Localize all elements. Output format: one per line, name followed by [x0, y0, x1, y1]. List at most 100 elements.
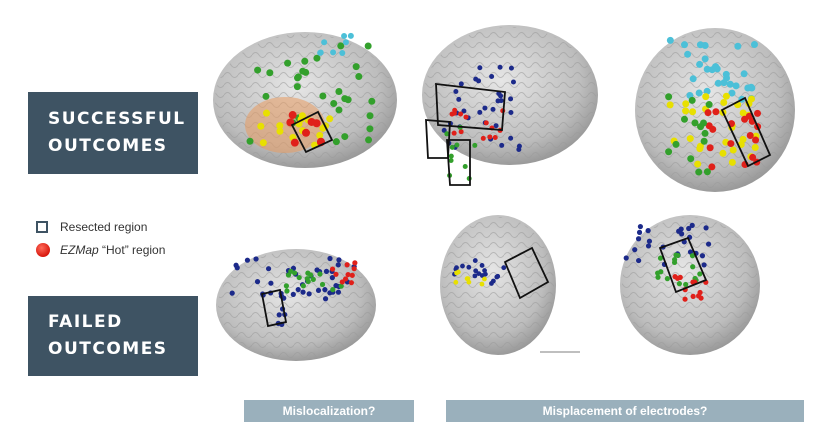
electrode-cyan — [703, 65, 711, 73]
electrode-blue — [482, 268, 487, 273]
electrode-blue — [508, 109, 514, 115]
electrode-green — [246, 137, 254, 145]
electrode-cyan — [744, 84, 752, 92]
electrode-green — [284, 59, 292, 67]
electrode-hot — [690, 293, 696, 299]
brain-failed-1-texture — [218, 251, 374, 359]
legend-hot-rest: “Hot” region — [98, 243, 166, 257]
electrode-cyan — [695, 89, 703, 97]
failed-line2: OUTCOMES — [48, 339, 168, 359]
resected-box-5 — [503, 246, 550, 300]
electrode-cyan — [720, 79, 728, 87]
electrode-blue — [678, 226, 684, 232]
electrode-hot — [333, 271, 339, 277]
electrode-blue — [489, 74, 495, 80]
electrode-green — [665, 93, 673, 101]
electrode-yellow — [263, 109, 271, 117]
electrode-green — [285, 272, 292, 278]
electrode-cyan — [666, 36, 674, 44]
electrode-blue — [646, 238, 653, 244]
electrode-green — [317, 271, 323, 277]
electrode-hot — [674, 275, 681, 281]
electrode-hot — [342, 276, 349, 282]
electrode-cyan — [734, 42, 742, 50]
electrode-yellow — [482, 276, 487, 282]
electrode-green — [330, 100, 338, 108]
electrode-green — [293, 83, 301, 91]
electrode-yellow — [682, 100, 690, 108]
electrode-yellow — [689, 108, 697, 116]
mislocalization-bar: Mislocalization? — [244, 400, 414, 422]
electrode-green — [319, 281, 326, 288]
resected-square-icon — [36, 221, 48, 233]
resected-box-2c — [446, 139, 471, 186]
electrode-yellow — [455, 269, 461, 275]
electrode-blue — [458, 81, 464, 87]
electrode-yellow — [686, 135, 694, 143]
electrode-green — [296, 274, 302, 281]
electrode-blue — [441, 127, 447, 133]
electrode-blue — [253, 256, 259, 262]
electrode-green — [448, 153, 454, 159]
electrode-blue — [300, 289, 306, 295]
electrode-green — [313, 54, 321, 62]
electrode-cyan — [712, 63, 720, 71]
electrode-blue — [322, 287, 328, 293]
resected-box-4 — [260, 288, 288, 328]
electrode-green — [700, 137, 708, 145]
electrode-yellow — [666, 101, 674, 109]
resected-box-1 — [290, 110, 334, 154]
electrode-blue — [295, 286, 301, 293]
electrode-blue — [632, 247, 638, 253]
electrode-green — [352, 63, 360, 71]
electrode-cyan — [750, 41, 758, 49]
electrode-green — [472, 142, 478, 148]
electrode-green — [689, 253, 696, 259]
electrode-green — [338, 283, 344, 289]
electrode-cyan — [342, 39, 349, 46]
electrode-hot — [451, 130, 457, 136]
electrode-hot — [682, 296, 688, 302]
electrode-green — [319, 92, 327, 100]
electrode-blue — [498, 93, 504, 99]
electrode-yellow — [696, 145, 704, 153]
electrode-blue — [703, 225, 709, 231]
electrode-blue — [495, 98, 501, 104]
electrode-yellow — [453, 279, 459, 285]
electrode-blue — [315, 287, 322, 294]
electrode-green — [444, 131, 450, 137]
electrode-green — [697, 271, 703, 277]
electrode-blue — [473, 76, 479, 82]
electrode-blue — [637, 223, 644, 230]
electrode-blue — [456, 96, 462, 102]
electrode-blue — [477, 109, 483, 115]
legend-resected-text: Resected region — [60, 220, 148, 234]
electrode-green — [672, 256, 678, 263]
legend-hot-ezmap: EZMap — [60, 243, 99, 257]
electrode-hot — [288, 111, 297, 120]
electrode-green — [462, 163, 468, 169]
resected-box-3 — [720, 96, 772, 168]
electrode-blue — [244, 257, 251, 263]
successful-line1: SUCCESSFUL — [48, 109, 186, 129]
electrode-blue — [645, 228, 651, 234]
electrode-blue — [466, 264, 472, 270]
electrode-blue — [645, 243, 652, 249]
legend-resected: Resected region — [36, 220, 147, 234]
electrode-green — [368, 97, 376, 105]
electrode-hot — [487, 134, 493, 140]
electrode-hot — [290, 138, 299, 147]
electrode-blue — [508, 65, 514, 71]
electrode-yellow — [298, 112, 306, 120]
electrode-green — [655, 270, 661, 276]
electrode-cyan — [696, 60, 704, 68]
electrode-hot — [741, 115, 749, 123]
electrode-yellow — [694, 160, 702, 168]
electrode-green — [672, 140, 680, 148]
electrode-green — [305, 278, 311, 285]
electrode-green — [697, 123, 705, 131]
electrode-blue — [623, 255, 629, 261]
electrode-cyan — [689, 75, 697, 83]
electrode-blue — [327, 255, 333, 262]
electrode-green — [454, 142, 460, 148]
